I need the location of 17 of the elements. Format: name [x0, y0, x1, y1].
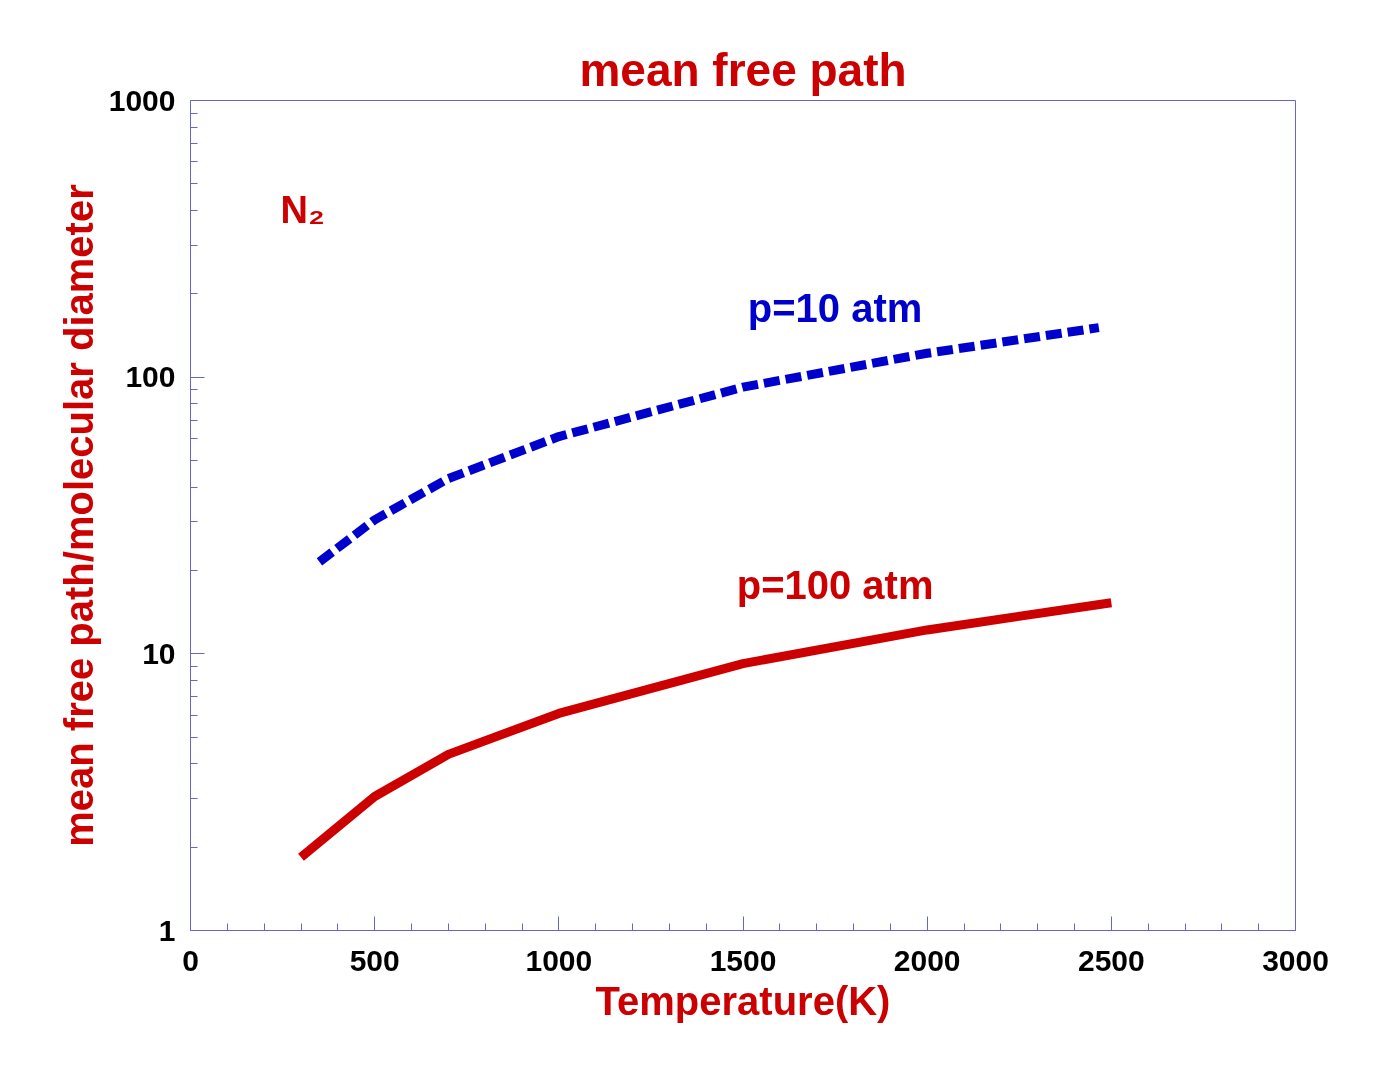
y-tick-label: 1: [158, 913, 176, 947]
x-tick-label: 2000: [893, 943, 961, 977]
x-axis-title: Temperature(K): [595, 978, 891, 1023]
x-tick-label: 3000: [1262, 943, 1329, 977]
annotation: N₂: [280, 188, 325, 231]
series-label: p=10 atm: [747, 286, 923, 331]
y-tick-label: 10: [142, 636, 176, 670]
y-tick-label: 1000: [108, 83, 176, 117]
y-axis-title: mean free path/molecular diameter: [56, 184, 101, 847]
x-tick-label: 2500: [1077, 943, 1145, 977]
x-tick-label: 500: [349, 943, 400, 977]
series-label: p=100 atm: [736, 562, 934, 607]
chart-title: mean free path: [579, 43, 907, 96]
y-tick-label: 100: [125, 360, 176, 394]
x-tick-label: 1500: [709, 943, 777, 977]
x-tick-label: 1000: [525, 943, 593, 977]
x-tick-label: 0: [182, 943, 199, 977]
